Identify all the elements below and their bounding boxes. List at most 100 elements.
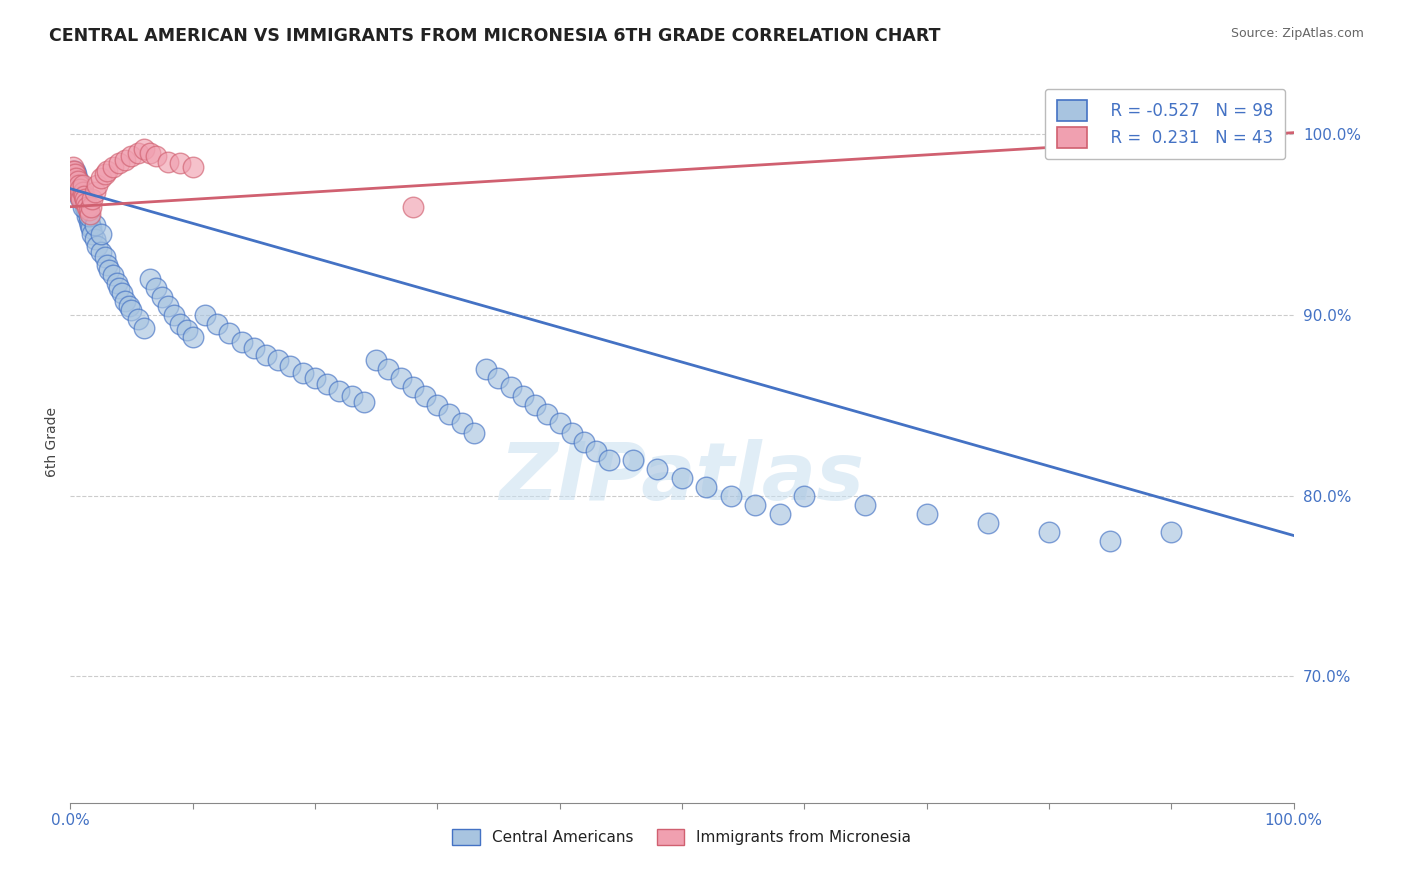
Point [69, 189, 91, 203]
Point [73, 200, 96, 214]
Point [73, 189, 96, 203]
Point [90, 244, 112, 259]
Point [181, 160, 204, 174]
Point [488, 371, 510, 385]
Point [86, 178, 108, 192]
Point [169, 317, 191, 331]
Point [63, 172, 86, 186]
Point [366, 353, 388, 368]
Point [82, 193, 104, 207]
Point [426, 398, 449, 412]
Point [1038, 524, 1060, 539]
Point [70, 187, 93, 202]
Point [67, 178, 90, 192]
Point [65, 178, 87, 192]
Point [62, 167, 84, 181]
Point [93, 167, 115, 181]
Point [72, 200, 94, 214]
Point [69, 191, 91, 205]
Point [1160, 524, 1182, 539]
Point [267, 353, 290, 368]
Point [93, 250, 115, 264]
Point [62, 160, 84, 174]
Point [561, 425, 583, 440]
Point [72, 186, 94, 200]
Point [139, 145, 162, 160]
Point [101, 160, 124, 174]
Point [86, 239, 108, 253]
Point [69, 181, 91, 195]
Point [439, 408, 461, 422]
Point [121, 149, 143, 163]
Point [231, 335, 253, 350]
Point [76, 209, 98, 223]
Point [65, 178, 87, 192]
Point [79, 207, 101, 221]
Point [60, 163, 83, 178]
Point [499, 380, 522, 394]
Point [72, 186, 94, 200]
Point [75, 203, 97, 218]
Point [98, 263, 121, 277]
Point [254, 348, 277, 362]
Point [855, 498, 877, 512]
Point [157, 154, 180, 169]
Point [114, 153, 136, 167]
Point [194, 308, 217, 322]
Point [72, 191, 94, 205]
Point [280, 359, 302, 373]
Point [67, 186, 90, 200]
Point [83, 232, 105, 246]
Point [157, 299, 180, 313]
Point [598, 452, 620, 467]
Point [65, 170, 87, 185]
Point [145, 281, 167, 295]
Point [63, 174, 86, 188]
Point [101, 268, 124, 283]
Point [536, 408, 558, 422]
Point [316, 376, 339, 391]
Point [769, 507, 792, 521]
Y-axis label: 6th Grade: 6th Grade [45, 407, 59, 476]
Point [150, 290, 173, 304]
Point [83, 186, 105, 200]
Point [340, 389, 363, 403]
Text: ZIPatlas: ZIPatlas [499, 439, 865, 516]
Point [671, 470, 693, 484]
Point [66, 174, 89, 188]
Point [328, 384, 350, 398]
Point [75, 196, 97, 211]
Point [389, 371, 412, 385]
Point [512, 389, 534, 403]
Point [121, 302, 143, 317]
Point [79, 218, 101, 232]
Point [132, 142, 155, 156]
Point [108, 281, 131, 295]
Point [1099, 533, 1122, 548]
Point [63, 167, 86, 181]
Text: Source: ZipAtlas.com: Source: ZipAtlas.com [1230, 27, 1364, 40]
Point [413, 389, 436, 403]
Point [127, 311, 149, 326]
Point [77, 209, 100, 223]
Point [69, 181, 91, 195]
Point [72, 178, 94, 192]
Point [915, 507, 938, 521]
Point [63, 163, 86, 178]
Point [695, 480, 717, 494]
Point [66, 172, 89, 186]
Point [118, 299, 141, 313]
Text: CENTRAL AMERICAN VS IMMIGRANTS FROM MICRONESIA 6TH GRADE CORRELATION CHART: CENTRAL AMERICAN VS IMMIGRANTS FROM MICR… [49, 27, 941, 45]
Point [163, 308, 186, 322]
Point [720, 489, 742, 503]
Point [90, 170, 112, 185]
Point [450, 417, 472, 431]
Point [475, 362, 498, 376]
Point [744, 498, 766, 512]
Point [793, 489, 815, 503]
Point [402, 380, 425, 394]
Point [114, 293, 136, 308]
Point [96, 258, 118, 272]
Point [621, 452, 644, 467]
Point [548, 417, 571, 431]
